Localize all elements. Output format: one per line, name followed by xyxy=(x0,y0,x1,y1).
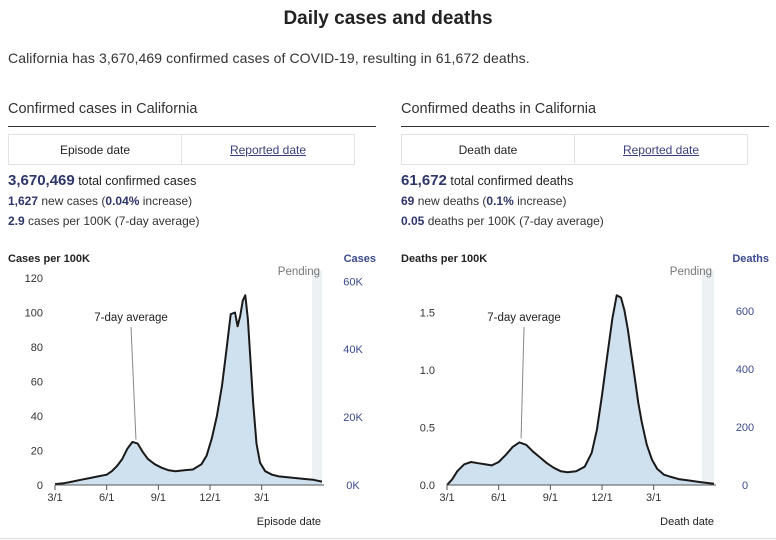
x-tick-label: 3/1 xyxy=(47,492,62,504)
tab-reported-date-deaths[interactable]: Reported date xyxy=(622,142,700,157)
x-tick-label: 3/1 xyxy=(439,492,454,504)
y-tick-label-right: 0K xyxy=(346,480,360,492)
x-tick-label: 3/1 xyxy=(646,492,661,504)
x-tick-label: 9/1 xyxy=(151,492,166,504)
summary-text: California has 3,670,469 confirmed cases… xyxy=(8,50,530,66)
y-tick-label-left: 100 xyxy=(25,308,43,320)
x-tick-label: 6/1 xyxy=(491,492,506,504)
x-tick-label: 9/1 xyxy=(543,492,558,504)
y-tick-label-right: 400 xyxy=(736,364,754,376)
y-tick-label-left: 80 xyxy=(31,342,43,354)
y-tick-label-right: 60K xyxy=(343,276,363,288)
left-axis-title: Deaths per 100K xyxy=(401,253,487,265)
deaths-new-label: new deaths ( xyxy=(414,194,487,208)
cases-panel-title: Confirmed cases in California xyxy=(8,101,198,117)
cases-panel-divider xyxy=(8,126,376,127)
deaths-date-tabs: Death date Reported date xyxy=(401,134,748,165)
tab-death-date[interactable]: Death date xyxy=(402,135,575,164)
y-tick-label-right: 200 xyxy=(736,422,754,434)
pending-band xyxy=(312,270,322,485)
cases-new-label: new cases ( xyxy=(38,194,106,208)
cases-new-value: 1,627 xyxy=(8,194,39,208)
deaths-total-label: total confirmed deaths xyxy=(446,174,574,188)
deaths-chart: Pending Deaths per 100K Deaths 0.0 0.5 1.0 1.5… xyxy=(401,253,769,528)
y-tick-label-left: 1.0 xyxy=(420,365,435,377)
y-tick-label-left: 60 xyxy=(31,377,43,389)
bottom-divider xyxy=(0,538,776,539)
deaths-new-stat: 69 new deaths (0.1% increase) xyxy=(401,194,566,208)
y-tick-label-left: 40 xyxy=(31,411,43,423)
y-tick-label-left: 0.0 xyxy=(420,480,435,492)
cases-total-stat: 3,670,469 total confirmed cases xyxy=(8,172,196,189)
y-tick-label-left: 0.5 xyxy=(420,423,435,435)
right-axis-title: Deaths xyxy=(732,253,769,265)
deaths-panel-title: Confirmed deaths in California xyxy=(401,101,597,117)
x-tick-label: 12/1 xyxy=(591,492,612,504)
deaths-total-stat: 61,672 total confirmed deaths xyxy=(401,172,573,189)
pending-band xyxy=(702,270,714,485)
annotation-leader xyxy=(520,326,525,439)
deaths-rate-value: 0.05 xyxy=(401,214,425,228)
y-tick-label-left: 1.5 xyxy=(420,308,435,320)
seven-day-average-line xyxy=(54,294,323,486)
cases-new-tail: increase) xyxy=(139,194,193,208)
y-tick-label-left: 20 xyxy=(31,446,43,458)
tab-reported-date-cases[interactable]: Reported date xyxy=(229,142,307,157)
pending-label: Pending xyxy=(278,266,320,278)
y-tick-label-right: 20K xyxy=(343,412,363,424)
x-axis-title: Episode date xyxy=(257,516,321,528)
deaths-new-tail: increase) xyxy=(513,194,567,208)
annotation-leader xyxy=(130,326,137,440)
tab-episode-date[interactable]: Episode date xyxy=(9,135,182,164)
annotation-label: 7-day average xyxy=(94,312,168,324)
y-tick-label-left: 0 xyxy=(37,480,43,492)
deaths-new-pct: 0.1% xyxy=(486,194,514,208)
x-tick-label: 12/1 xyxy=(199,492,220,504)
cases-new-stat: 1,627 new cases (0.04% increase) xyxy=(8,194,192,208)
deaths-rate-label: deaths per 100K (7-day average) xyxy=(424,214,604,228)
pending-label: Pending xyxy=(670,266,712,278)
cases-rate-stat: 2.9 cases per 100K (7-day average) xyxy=(8,214,199,228)
right-axis-title: Cases xyxy=(344,253,376,265)
daily-values-area xyxy=(447,295,714,485)
y-tick-label-left: 120 xyxy=(25,273,43,285)
x-axis-title: Death date xyxy=(660,516,714,528)
deaths-new-value: 69 xyxy=(401,194,415,208)
cases-total-value: 3,670,469 xyxy=(8,172,75,189)
deaths-total-value: 61,672 xyxy=(401,172,447,189)
deaths-rate-stat: 0.05 deaths per 100K (7-day average) xyxy=(401,214,604,228)
cases-rate-label: cases per 100K (7-day average) xyxy=(24,214,200,228)
deaths-panel-divider xyxy=(401,126,769,127)
cases-date-tabs: Episode date Reported date xyxy=(8,134,355,165)
y-tick-label-right: 40K xyxy=(343,344,363,356)
cases-new-pct: 0.04% xyxy=(105,194,140,208)
x-tick-label: 6/1 xyxy=(99,492,114,504)
x-tick-label: 3/1 xyxy=(254,492,269,504)
annotation-label: 7-day average xyxy=(487,312,561,324)
seven-day-average-line xyxy=(446,294,715,486)
cases-rate-value: 2.9 xyxy=(8,214,25,228)
cases-total-label: total confirmed cases xyxy=(74,174,197,188)
left-axis-title: Cases per 100K xyxy=(8,253,90,265)
page-title: Daily cases and deaths xyxy=(283,8,493,29)
cases-chart: Pending Cases per 100K Cases 0 20 40 60 80 100 12… xyxy=(8,253,376,528)
y-tick-label-right: 0 xyxy=(742,480,748,492)
y-tick-label-right: 600 xyxy=(736,306,754,318)
